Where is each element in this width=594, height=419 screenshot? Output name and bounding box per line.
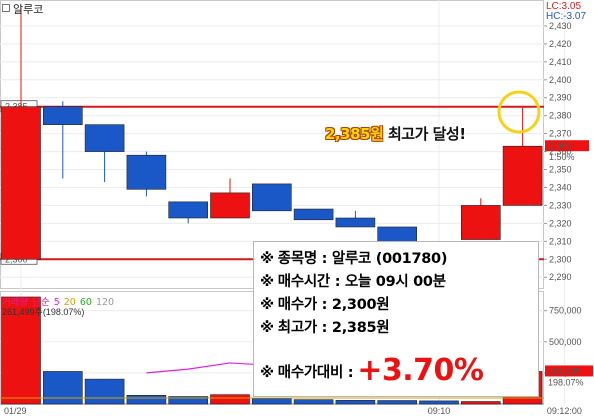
price-tick-label: 2,400	[549, 75, 572, 85]
price-tick-label: 2,350	[549, 165, 572, 175]
info-high-price: 최고가 : 2,385원	[277, 320, 390, 336]
last-price-box	[545, 140, 589, 152]
candle-body	[168, 201, 208, 219]
volume-last-label: 261,499	[548, 366, 581, 376]
last-price-label: 2,365	[549, 141, 572, 151]
volume-bar	[168, 396, 208, 405]
reference-mark: ※	[260, 365, 274, 381]
volume-bar	[419, 400, 459, 405]
price-tick-label: 2,340	[549, 182, 572, 192]
reference-mark: ※	[260, 251, 274, 267]
price-tick-label: 2,430	[549, 21, 572, 31]
reference-mark: ※	[260, 297, 274, 313]
annotation-text: 최고가 달성!	[383, 125, 466, 143]
info-stock: 종목명 : 알루코 (001780)	[277, 251, 448, 267]
volume-bar	[460, 401, 501, 405]
volume-legend-title: 거래량	[2, 297, 29, 308]
candle-body	[377, 226, 418, 242]
price-tick-label: 2,390	[549, 93, 572, 103]
info-row-time: ※ 매수시간 : 오늘 09시 00분	[260, 271, 538, 294]
stock-name: 알루코	[13, 3, 44, 16]
volume-legend-period: 5	[53, 297, 60, 308]
x-axis-label: 09:12:00	[547, 406, 582, 416]
volume-bar	[84, 378, 125, 405]
volume-tick-label: 750,000	[549, 306, 582, 316]
candle-body	[502, 145, 543, 206]
volume-last-box	[545, 365, 593, 377]
volume-bar	[377, 400, 418, 405]
candle-body	[42, 106, 83, 125]
lc-label: LC:3.05	[546, 1, 582, 12]
x-axis-label: 01/29	[4, 406, 27, 416]
volume-legend-period: 20	[63, 297, 76, 308]
info-compare-label: 매수가대비 :	[277, 365, 354, 381]
volume-legend-period: 120	[95, 297, 115, 308]
price-tick-label: 2,300	[549, 254, 572, 264]
info-time: 매수시간 : 오늘 09시 00분	[277, 274, 446, 290]
volume-legend-ma-type: 단순	[32, 297, 50, 308]
price-tick-label: 2,290	[549, 272, 572, 282]
candle-body	[293, 208, 334, 221]
volume-bar	[293, 399, 334, 405]
reference-mark: ※	[260, 320, 274, 336]
info-row-compare: ※ 매수가대비 : +3.70%	[260, 354, 538, 388]
price-tick-label: 2,330	[549, 200, 572, 210]
price-tick-label: 2,420	[549, 39, 572, 49]
volume-tick-label: 500,000	[549, 337, 582, 347]
volume-bar	[42, 371, 83, 405]
candle-body	[84, 124, 125, 152]
high-price-annotation: 2,385원 최고가 달성!	[325, 123, 466, 144]
info-row-buy: ※ 매수가 : 2,300원	[260, 294, 538, 317]
volume-last-pct: 198.07%	[548, 377, 584, 387]
price-tick-label: 2,410	[549, 57, 572, 67]
candle-body	[210, 192, 250, 219]
stock-title: 알루코	[2, 1, 43, 17]
volume-current-label: 261,499주(198.07%)	[2, 307, 85, 317]
hc-label: HC:-3.07	[546, 11, 587, 22]
info-row-stock: ※ 종목명 : 알루코 (001780)	[260, 248, 538, 271]
price-tick-label: 2,380	[549, 111, 572, 121]
price-tick-label: 2,310	[549, 236, 572, 246]
panel-box-icon	[2, 4, 10, 12]
annotation-price: 2,385원	[325, 125, 384, 143]
volume-bar	[335, 399, 376, 405]
candle-body	[126, 154, 167, 190]
price-tick-label: 2,320	[549, 218, 572, 228]
info-compare-value: +3.70%	[357, 353, 484, 388]
highlight-circle	[497, 90, 541, 134]
info-row-high: ※ 최고가 : 2,385원	[260, 317, 538, 340]
candle-body	[335, 217, 376, 228]
volume-bar	[210, 394, 250, 405]
trade-info-box: ※ 종목명 : 알루코 (001780) ※ 매수시간 : 오늘 09시 00분 ※…	[253, 241, 539, 397]
volume-bar	[1, 296, 41, 405]
volume-legend-period: 60	[79, 297, 92, 308]
reference-mark: ※	[260, 274, 274, 290]
price-tick-label: 2,360	[549, 147, 572, 157]
candle-body	[460, 205, 501, 240]
x-axis-label: 09:10	[428, 406, 451, 416]
info-buy-price: 매수가 : 2,300원	[277, 297, 390, 313]
candle-body	[252, 183, 292, 212]
price-tick-label: 2,370	[549, 129, 572, 139]
candle-body	[1, 106, 41, 260]
volume-bar	[126, 394, 167, 405]
last-price-change: 1.50%	[549, 152, 575, 162]
volume-bar	[252, 398, 292, 405]
volume-legend: 거래량 단순 5 20 60 120	[2, 294, 118, 308]
